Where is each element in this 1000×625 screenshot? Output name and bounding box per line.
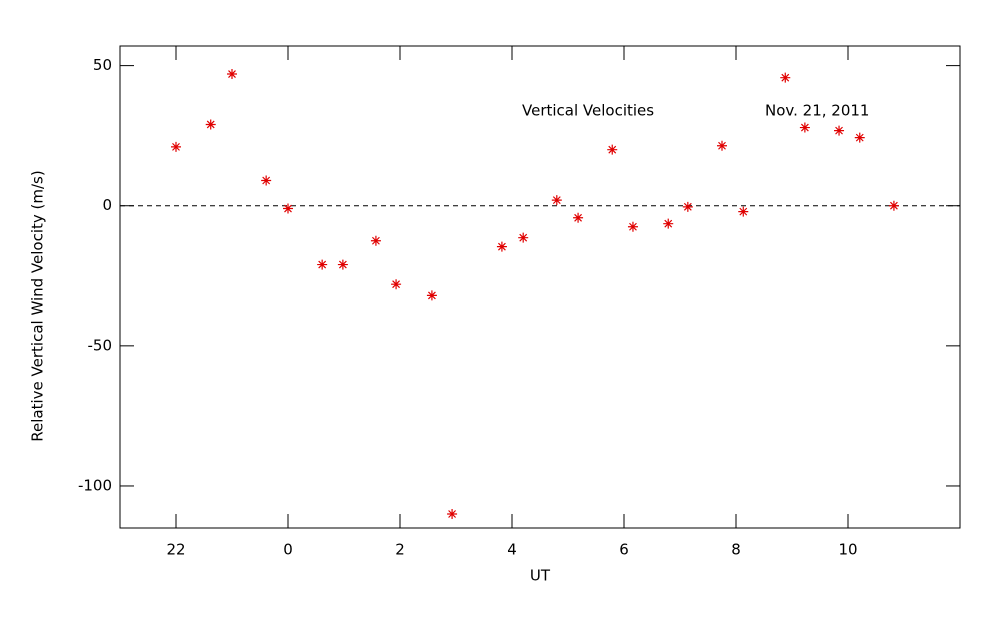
data-point bbox=[573, 212, 584, 223]
data-point bbox=[888, 200, 899, 211]
data-point bbox=[607, 144, 618, 155]
data-point bbox=[834, 125, 845, 136]
plot-frame bbox=[119, 45, 961, 529]
data-point bbox=[518, 232, 529, 243]
data-point bbox=[261, 175, 272, 186]
data-point bbox=[551, 195, 562, 206]
x-tick-label: 2 bbox=[395, 541, 405, 559]
x-tick-label: 6 bbox=[619, 541, 629, 559]
x-tick-label: 0 bbox=[283, 541, 293, 559]
data-point bbox=[391, 279, 402, 290]
data-point bbox=[317, 259, 328, 270]
y-axis-label: Relative Vertical Wind Velocity (m/s) bbox=[29, 170, 47, 441]
data-point bbox=[717, 140, 727, 151]
annotation: Nov. 21, 2011 bbox=[765, 102, 869, 120]
data-point bbox=[227, 69, 237, 80]
data-point bbox=[337, 259, 348, 270]
y-tick-label: -50 bbox=[88, 336, 113, 354]
x-tick-label: 8 bbox=[731, 541, 741, 559]
y-tick-label: -100 bbox=[78, 476, 112, 494]
y-tick-label: 0 bbox=[102, 196, 112, 214]
data-point bbox=[171, 141, 181, 152]
annotation: Vertical Velocities bbox=[522, 102, 654, 120]
data-point bbox=[738, 206, 749, 217]
x-tick-label: 10 bbox=[838, 541, 857, 559]
x-axis-label: UT bbox=[530, 567, 551, 585]
data-point bbox=[663, 218, 674, 229]
data-point bbox=[854, 132, 865, 143]
data-point bbox=[205, 119, 216, 130]
x-tick-label: 22 bbox=[166, 541, 185, 559]
data-point bbox=[426, 290, 437, 301]
data-point bbox=[447, 508, 458, 519]
data-point bbox=[780, 72, 791, 83]
data-point bbox=[682, 201, 693, 212]
data-point bbox=[627, 221, 638, 232]
data-point bbox=[799, 122, 810, 133]
y-tick-label: 50 bbox=[93, 56, 112, 74]
data-point bbox=[370, 235, 381, 246]
data-point bbox=[283, 203, 293, 214]
data-point bbox=[496, 241, 507, 252]
x-tick-label: 4 bbox=[507, 541, 517, 559]
